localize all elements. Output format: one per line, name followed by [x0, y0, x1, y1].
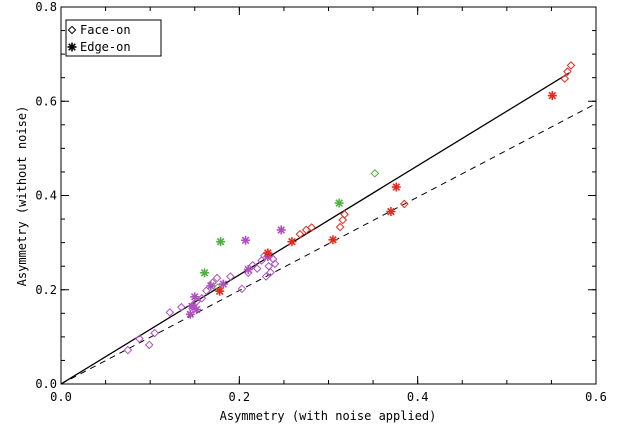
edge-on-point [391, 182, 401, 192]
legend-box [65, 19, 162, 57]
edge-on-point [206, 281, 216, 291]
edge-on-point [547, 91, 557, 101]
y-tick-label: 0.0 [35, 377, 57, 391]
y-axis-ticks: 0.0 0.2 0.4 0.6 0.8 [35, 0, 596, 391]
face-on-point [202, 286, 211, 295]
face-on-point [261, 272, 271, 281]
edge-on-point [241, 235, 251, 245]
legend-diamond-glyph [67, 25, 77, 35]
dashed-one-to-one-line [60, 103, 597, 385]
edge-on-point [386, 207, 396, 217]
edge-on-point [218, 279, 228, 289]
x-tick-label: 0.6 [585, 390, 607, 404]
face-on-point [307, 223, 316, 232]
face-on-point [563, 67, 572, 76]
face-on-point [266, 268, 275, 277]
y-tick-label: 0.2 [35, 283, 57, 297]
face-on-point [295, 229, 305, 239]
face-on-point [252, 264, 262, 273]
face-on-point [144, 340, 154, 350]
edge-on-point [190, 292, 200, 302]
face-on-point [399, 199, 409, 209]
y-tick-label: 0.6 [35, 94, 57, 108]
face-on-point [197, 293, 207, 303]
face-on-point [264, 261, 274, 271]
face-on-point [237, 284, 247, 294]
face-on-point [177, 302, 186, 312]
legend-asterisk-glyph [67, 42, 77, 52]
face-on-point [123, 345, 133, 355]
legend-asterisk-marker [67, 42, 77, 52]
plot-area-frame [60, 6, 597, 385]
face-on-point [165, 308, 175, 317]
edge-on-point [276, 225, 286, 235]
face-on-point [338, 215, 348, 225]
face-on-point [135, 334, 144, 344]
edge-on-point [243, 264, 253, 274]
edge-on-point [328, 235, 338, 245]
legend-label-face-on: Face-on [80, 23, 131, 37]
edge-on-point [263, 248, 273, 258]
edge-on-point [185, 309, 195, 319]
x-tick-label: 0.4 [407, 390, 429, 404]
face-on-point [335, 222, 345, 232]
legend: Face-on Edge-on [65, 19, 162, 57]
legend-label-edge-on: Edge-on [80, 40, 131, 54]
x-axis-title: Asymmetry (with noise applied) [220, 409, 437, 423]
edge-on-point [200, 268, 210, 278]
edge-on-point [334, 198, 344, 208]
face-on-point [212, 273, 222, 283]
face-on-point [566, 61, 576, 70]
x-tick-label: 0.2 [228, 390, 250, 404]
edge-on-point [215, 286, 225, 296]
edge-on-point [192, 305, 202, 315]
face-on-point [340, 210, 349, 219]
face-on-point [226, 272, 235, 281]
edge-on-point [287, 237, 297, 247]
face-on-point [150, 328, 159, 338]
legend-diamond-marker [67, 25, 77, 35]
y-axis-title: Asymmetry (without noise) [15, 106, 29, 287]
edge-on-point [216, 237, 226, 247]
reference-lines [60, 72, 597, 385]
face-on-point [370, 169, 380, 178]
y-tick-label: 0.4 [35, 189, 57, 203]
x-axis-ticks: 0.0 0.2 0.4 0.6 [50, 7, 607, 404]
y-tick-label: 0.8 [35, 0, 57, 14]
face-on-point [560, 74, 570, 83]
data-points [123, 61, 576, 355]
face-on-point [270, 259, 280, 269]
edge-on-point [187, 301, 197, 311]
solid-fit-line [60, 72, 570, 385]
x-tick-label: 0.0 [50, 390, 72, 404]
